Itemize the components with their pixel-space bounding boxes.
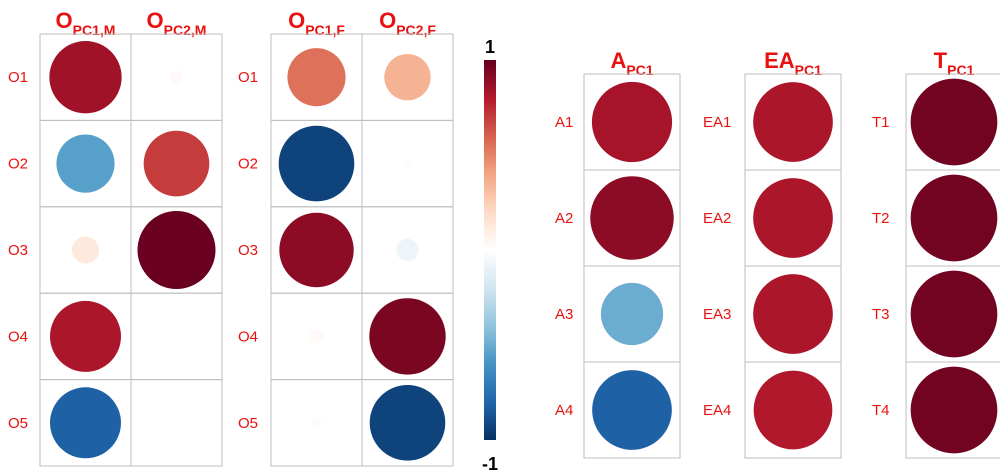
row-label: EA3: [703, 306, 731, 323]
correlation-circle: [753, 370, 833, 450]
correlation-circle: [49, 41, 122, 114]
correlation-circle: [396, 238, 419, 262]
correlation-circle: [287, 48, 346, 107]
row-label: T2: [872, 210, 890, 227]
grid-cell: [130, 292, 223, 381]
grid-cell: [130, 379, 223, 467]
colorbar-max-label: 1: [485, 37, 495, 57]
row-label: O2: [238, 156, 258, 173]
correlation-circle: [369, 298, 446, 375]
correlation-circle: [910, 78, 998, 166]
row-label: O5: [238, 415, 258, 432]
colorbar-gradient: [484, 60, 496, 440]
row-label: T1: [872, 114, 890, 131]
correlation-circle: [50, 387, 121, 459]
row-label: O2: [8, 156, 28, 173]
correlation-circle: [753, 82, 833, 162]
grid-cell: [583, 361, 681, 459]
correlation-circle: [143, 130, 210, 197]
correlation-circle: [50, 300, 121, 372]
correlation-circle: [369, 385, 446, 461]
correlation-circle: [590, 176, 674, 260]
row-label: O3: [8, 242, 28, 259]
row-label: T4: [872, 402, 890, 419]
row-label: EA4: [703, 402, 731, 419]
correlation-circle: [753, 274, 833, 354]
row-label: A4: [555, 402, 573, 419]
correlation-circle: [169, 70, 184, 84]
row-label: O1: [238, 69, 258, 86]
correlation-circle: [279, 212, 354, 288]
correlation-circle: [310, 417, 323, 429]
correlation-circle: [71, 236, 100, 264]
correlation-circle: [592, 370, 672, 450]
correlation-circle: [910, 174, 998, 262]
colorbar-min-label: -1: [482, 454, 498, 474]
row-label: O5: [8, 415, 28, 432]
row-label: T3: [872, 306, 890, 323]
grid-cell: [361, 379, 454, 467]
row-label: A1: [555, 114, 573, 131]
row-label: O1: [8, 69, 28, 86]
row-label: EA2: [703, 210, 731, 227]
grid-cell: [744, 361, 842, 459]
correlation-circle: [309, 329, 324, 344]
correlation-circle: [910, 366, 998, 454]
colorbar: 1 -1: [482, 37, 498, 474]
row-label: A3: [555, 306, 573, 323]
row-label: O3: [238, 242, 258, 259]
row-label: O4: [238, 328, 258, 345]
row-label: EA1: [703, 114, 731, 131]
correlation-circle: [384, 54, 431, 101]
correlation-circle: [910, 270, 998, 358]
correlation-circle: [600, 282, 664, 346]
correlation-circle: [56, 134, 115, 193]
correlation-circle: [753, 178, 833, 258]
correlation-circle: [278, 125, 355, 202]
row-label: O4: [8, 328, 28, 345]
correlation-circle: [137, 211, 216, 289]
correlation-circle: [591, 81, 673, 163]
grid-cell: [905, 361, 1000, 459]
correlation-circle: [403, 159, 412, 168]
row-label: A2: [555, 210, 573, 227]
